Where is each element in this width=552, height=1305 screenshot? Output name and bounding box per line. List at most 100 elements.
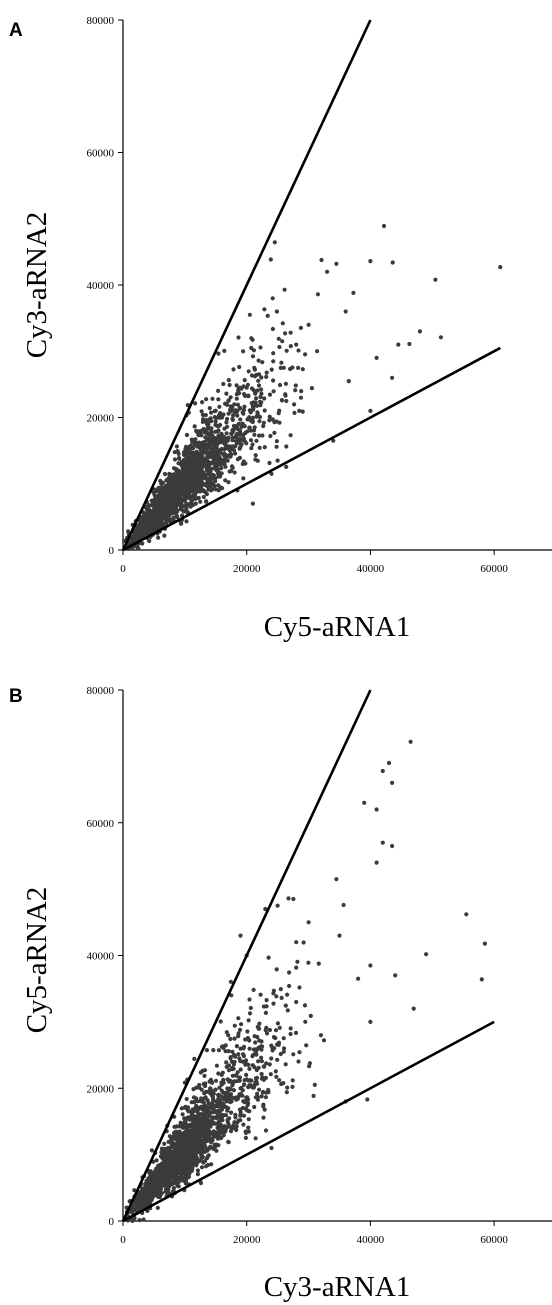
- scatter-point: [233, 451, 238, 456]
- scatter-point: [212, 476, 217, 481]
- scatter-point: [279, 360, 284, 365]
- scatter-point: [221, 438, 227, 443]
- scatter-point: [166, 1139, 171, 1144]
- scatter-point: [178, 1170, 183, 1175]
- scatter-point: [224, 1060, 229, 1065]
- scatter-point: [346, 379, 351, 384]
- scatter-point: [209, 1093, 214, 1098]
- scatter-point: [162, 1181, 167, 1186]
- scatter-point: [288, 366, 293, 372]
- scatter-point: [159, 1191, 164, 1196]
- scatter-point: [264, 1061, 269, 1066]
- scatter-point: [172, 457, 178, 462]
- scatter-point: [260, 360, 265, 365]
- x-axis-title-b: Cy3-aRNA1: [264, 1271, 411, 1303]
- scatter-point: [234, 392, 239, 397]
- scatter-point: [198, 454, 203, 459]
- scatter-point: [189, 1145, 194, 1150]
- scatter-point: [228, 1055, 233, 1060]
- scatter-point: [174, 1142, 179, 1147]
- scatter-point: [213, 487, 218, 492]
- scatter-point: [277, 1078, 282, 1083]
- scatter-point: [184, 451, 189, 456]
- scatter-point: [283, 393, 288, 398]
- scatter-point: [229, 468, 234, 473]
- scatter-point: [285, 1085, 290, 1090]
- y-ticks-a: 0 20000 40000 60000 80000: [87, 15, 123, 557]
- scatter-point: [315, 349, 320, 354]
- scatter-point: [267, 414, 272, 419]
- scatter-point: [249, 1084, 254, 1089]
- scatter-point: [151, 1191, 156, 1196]
- scatter-point: [195, 1099, 200, 1104]
- scatter-point: [259, 387, 264, 392]
- scatter-point: [257, 419, 262, 424]
- scatter-point: [208, 1086, 213, 1091]
- scatter-point: [271, 1001, 276, 1006]
- scatter-point: [260, 433, 265, 438]
- scatter-point: [307, 1064, 312, 1069]
- scatter-point: [203, 462, 208, 467]
- scatter-point: [141, 514, 146, 519]
- scatter-point: [147, 530, 152, 535]
- scatter-point: [235, 426, 240, 432]
- scatter-point: [253, 391, 258, 396]
- scatter-point: [176, 1152, 181, 1157]
- scatter-point: [221, 1101, 226, 1106]
- scatter-point: [162, 1169, 168, 1174]
- scatter-point: [238, 933, 243, 938]
- scatter-point: [173, 501, 178, 506]
- scatter-point: [176, 1134, 181, 1139]
- scatter-point: [182, 1140, 187, 1146]
- scatter-point: [374, 860, 379, 865]
- scatter-point: [144, 1203, 149, 1208]
- scatter-point: [150, 1177, 155, 1182]
- scatter-point: [171, 494, 176, 499]
- scatter-point: [154, 1169, 159, 1174]
- scatter-point: [270, 296, 275, 301]
- scatter-point: [216, 1071, 221, 1076]
- scatter-point: [149, 1148, 154, 1153]
- scatter-point: [220, 486, 225, 491]
- scatter-point: [226, 1049, 231, 1054]
- scatter-point: [390, 260, 395, 265]
- scatter-point: [226, 1033, 231, 1038]
- scatter-point: [290, 1078, 295, 1083]
- scatter-point: [288, 330, 293, 335]
- scatter-point: [267, 1027, 272, 1033]
- scatter-point: [171, 515, 176, 520]
- scatter-point: [201, 1128, 206, 1133]
- scatter-point: [172, 450, 177, 455]
- scatter-point: [217, 404, 222, 409]
- scatter-point: [291, 1052, 296, 1057]
- scatter-point: [202, 1138, 207, 1143]
- scatter-point: [205, 1119, 210, 1124]
- scatter-point: [166, 1188, 171, 1193]
- scatter-point: [203, 435, 208, 440]
- scatter-point: [185, 1115, 191, 1120]
- scatter-point: [224, 391, 229, 396]
- scatter-point: [238, 1067, 243, 1072]
- scatter-point: [165, 1146, 170, 1151]
- scatter-point: [278, 365, 283, 370]
- scatter-point: [368, 963, 373, 968]
- scatter-point: [337, 933, 342, 938]
- scatter-point: [214, 416, 219, 421]
- scatter-point: [183, 1104, 188, 1109]
- scatter-point: [246, 1078, 251, 1083]
- scatter-point: [246, 1037, 251, 1042]
- scatter-point: [204, 397, 209, 402]
- scatter-point: [237, 455, 242, 460]
- scatter-point: [205, 483, 210, 488]
- scatter-point: [238, 1112, 243, 1117]
- scatter-point: [211, 473, 216, 478]
- scatter-point: [162, 533, 167, 538]
- scatter-point: [219, 465, 224, 471]
- scatter-point: [243, 430, 248, 436]
- scatter-point: [234, 396, 239, 401]
- scatter-point: [275, 1021, 280, 1026]
- scatter-point: [258, 345, 263, 350]
- scatter-point: [277, 408, 282, 413]
- scatter-point: [256, 383, 262, 388]
- scatter-point: [216, 1093, 221, 1098]
